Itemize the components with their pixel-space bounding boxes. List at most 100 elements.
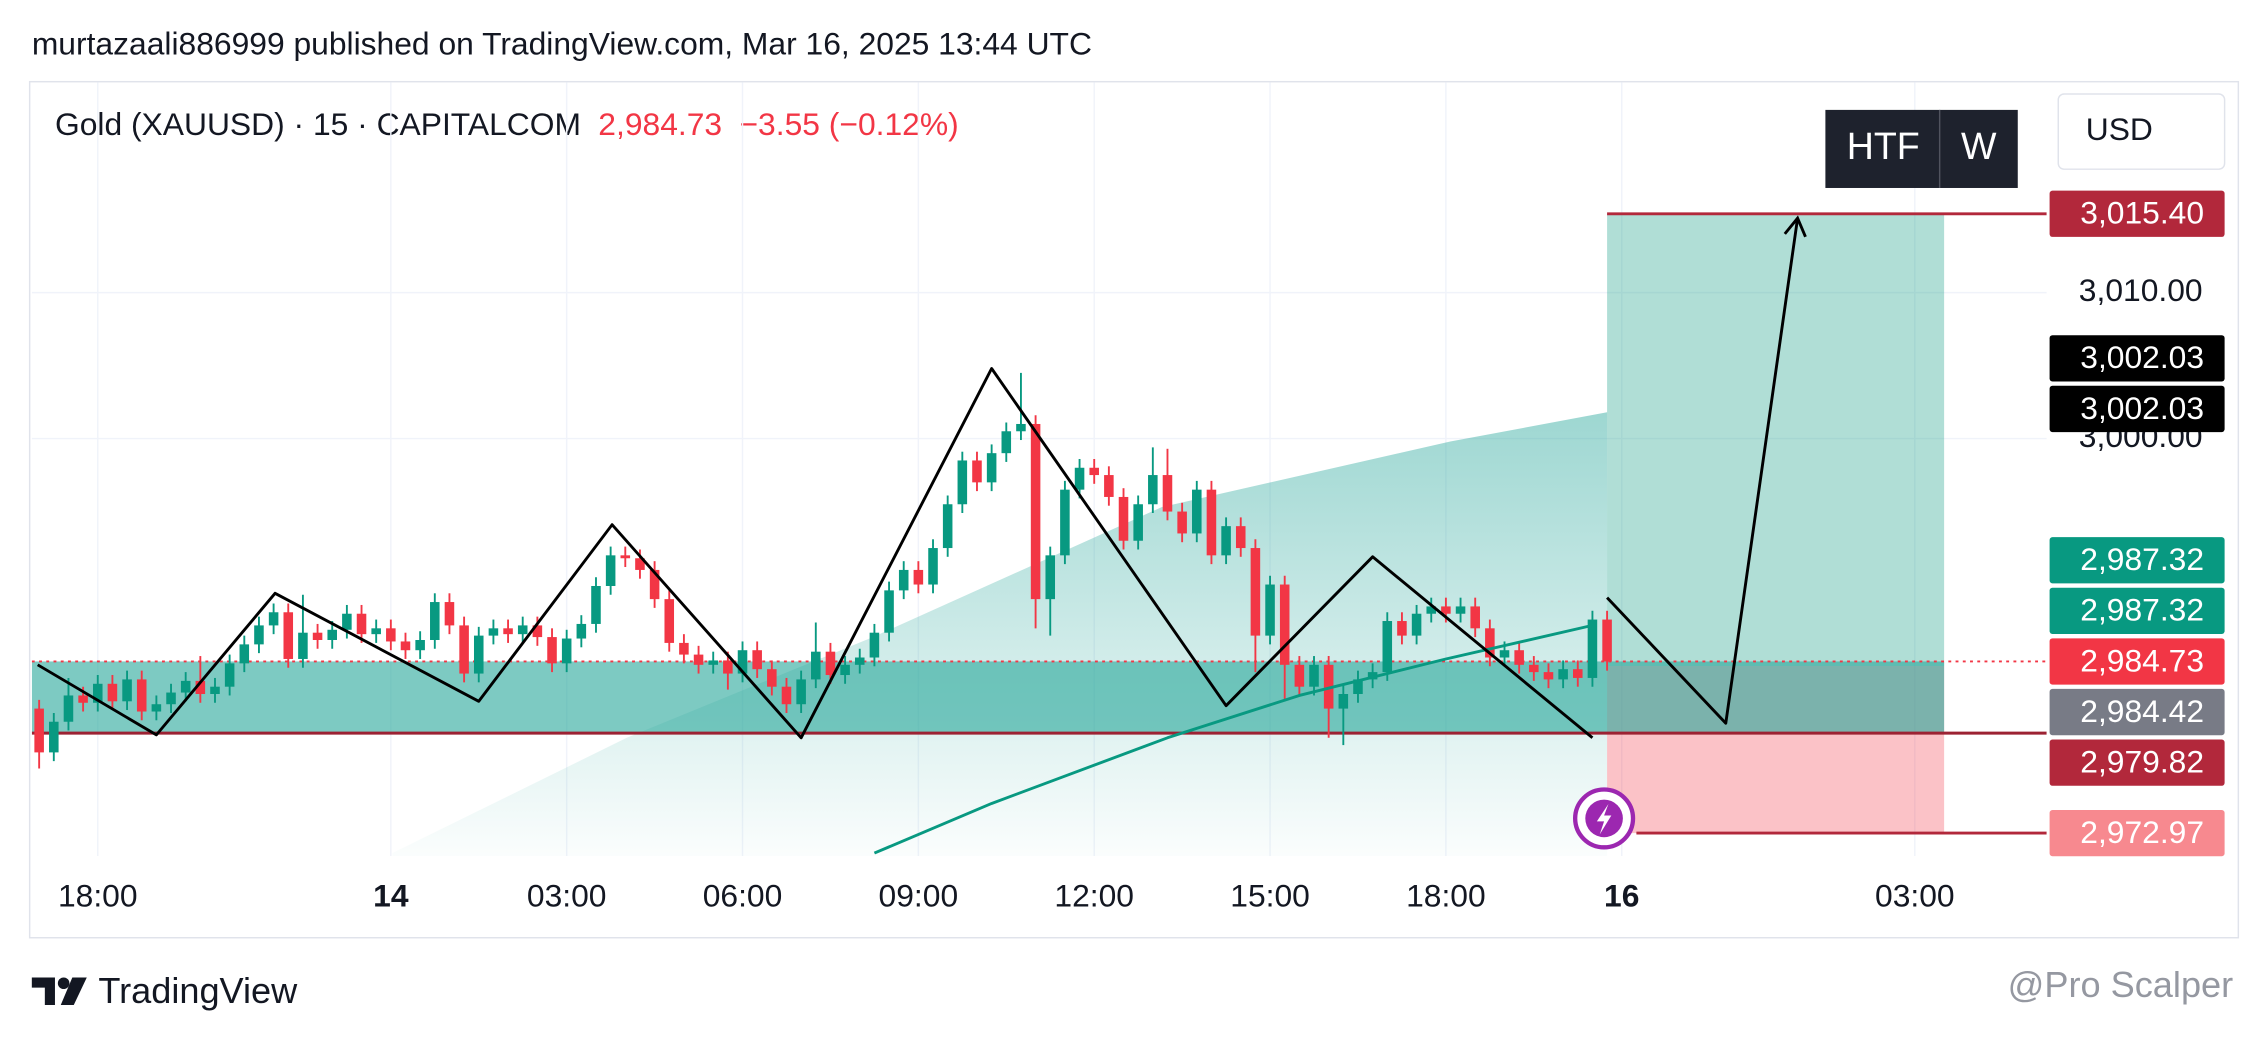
candle-body [1001,431,1012,454]
price-label: 3,002.03 [2080,339,2204,375]
candle-body [884,590,894,633]
candle-body [1441,606,1451,614]
candle-body [840,664,850,676]
candle-body [166,692,176,705]
candle-body [679,642,689,655]
price-label-box [2049,537,2225,584]
candle-body [1148,475,1158,505]
htf-button[interactable]: HTF [1847,125,1920,167]
candle-body [1104,475,1114,497]
watermark: @Pro Scalper [2008,964,2234,1005]
candle-body [1587,619,1598,678]
x-tick-label: 03:00 [1875,877,1955,913]
price-label-box [2049,335,2225,382]
range-box [31,661,1945,734]
candle-body [444,602,455,626]
candle-body [1279,584,1290,665]
x-tick-label: 09:00 [879,877,959,913]
candle-body [1030,423,1041,600]
candle-body [1045,555,1056,600]
candle-body [693,654,704,665]
candle-body [386,628,396,642]
cloud [392,412,1608,857]
candle-body [781,686,792,705]
candle-body [415,639,425,651]
candle-body [122,679,132,702]
footer-brand: TradingView [98,970,298,1011]
candle-body [224,663,235,687]
candle-body [459,625,469,674]
candle-body [957,460,968,505]
candle-body [1382,621,1393,673]
plot [31,82,2047,857]
candle-body [1074,467,1085,490]
candle-body [1294,664,1305,687]
candle-body [1089,467,1099,476]
candle-body [1455,606,1466,614]
candle-body [825,651,836,676]
candle-body [767,669,777,687]
candle-body [532,625,543,638]
price-label: 3,002.03 [2080,390,2204,426]
candle-body [1016,423,1026,432]
price-label-box [2049,190,2225,237]
w-button[interactable]: W [1961,125,1997,167]
zigzag [36,367,1594,740]
candle-body [869,632,880,658]
candle-body [1353,679,1363,695]
currency: USD [2086,111,2153,147]
price-label-box [2049,688,2225,736]
price-label-box [2049,638,2225,685]
candle-body [268,612,279,626]
candle-body [488,628,499,636]
candle-body [649,569,660,600]
candle-body [1485,628,1495,658]
candle-body [298,632,308,659]
price-label: 2,972.97 [2080,814,2204,850]
target-zone [1607,213,1945,666]
price-label-box [2049,739,2225,786]
candle-body [1499,650,1510,658]
y-tick-label: 3,010.00 [2079,272,2203,308]
candle-body [1250,548,1261,636]
candle-body [1133,504,1143,541]
currency-box[interactable] [2057,93,2226,170]
candle-body [620,555,631,559]
candle-body [1411,613,1422,636]
candle-body [92,683,103,703]
price-label: 3,015.40 [2080,195,2204,231]
price-label: 2,987.32 [2080,592,2204,628]
frame [28,80,2240,939]
price-label-box [2049,809,2225,857]
alert-icon[interactable] [1572,787,1636,850]
candle-body [180,680,191,693]
candle-body [576,623,587,639]
toolbar[interactable] [1825,109,2018,188]
candle-body [854,657,865,665]
candle-body [342,613,352,630]
candle-body [210,686,220,695]
legend-symbol: Gold (XAUUSD) · 15 · CAPITALCOM [55,107,581,143]
legend-change: −3.55 (−0.12%) [739,107,958,143]
candle-body [708,660,718,665]
candle-body [1192,489,1202,534]
candle-body [1529,664,1539,673]
x-tick-label: 18:00 [1406,877,1486,913]
candle-body [151,704,162,712]
price-label: 2,979.82 [2080,744,2204,780]
candle-body [1235,526,1246,549]
candle-body [811,651,821,680]
candle-body [1558,669,1568,680]
candle-body [1206,489,1217,556]
candle-body [254,625,264,645]
candle-body [371,628,381,635]
candle-body [605,555,616,586]
candle-body [1177,511,1187,534]
candle-body [1602,619,1612,662]
candle-body [796,679,806,705]
candle-body [195,680,206,695]
candle-body [1573,669,1583,678]
price-label-box [2049,385,2225,433]
